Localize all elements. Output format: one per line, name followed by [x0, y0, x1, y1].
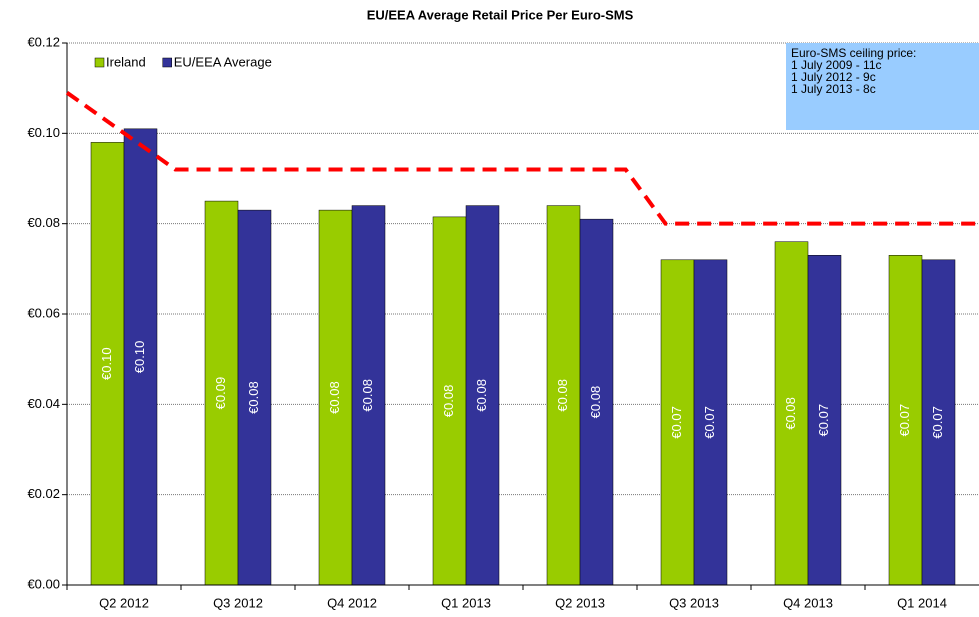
- bar: [237, 209, 272, 586]
- x-tick-label: Q1 2013: [441, 595, 491, 610]
- annotation-text: 1 July 2013 - 8c: [791, 82, 876, 96]
- annotation-text: 1 July 2009 - 11c: [791, 58, 882, 72]
- bar: [465, 205, 500, 586]
- x-tick-label: Q3 2012: [213, 595, 263, 610]
- value-label: €0.07: [669, 406, 684, 439]
- value-label: €0.10: [132, 341, 147, 374]
- value-label: €0.08: [246, 381, 261, 414]
- y-tick-label: €0.12: [27, 34, 60, 49]
- legend-swatch: [94, 57, 105, 68]
- bar: [123, 128, 158, 586]
- chart-title: EU/EEA Average Retail Price Per Euro-SMS: [367, 7, 634, 22]
- legend-label: Ireland: [106, 54, 146, 69]
- legend-label: EU/EEA Average: [174, 54, 272, 69]
- value-label: €0.08: [588, 386, 603, 419]
- x-tick-label: Q3 2013: [669, 595, 719, 610]
- value-label: €0.08: [360, 379, 375, 412]
- annotation-text: Euro-SMS ceiling price:: [791, 46, 916, 60]
- value-label: €0.07: [930, 406, 945, 439]
- value-label: €0.08: [555, 379, 570, 412]
- bar: [579, 218, 614, 586]
- bar: [693, 259, 728, 586]
- x-tick-label: Q1 2014: [897, 595, 947, 610]
- bar: [807, 255, 842, 586]
- x-tick-label: Q4 2012: [327, 595, 377, 610]
- value-label: €0.07: [897, 404, 912, 437]
- annotation-box: [786, 43, 979, 130]
- bar: [351, 205, 386, 586]
- value-label: €0.09: [213, 377, 228, 410]
- bar: [888, 255, 923, 586]
- value-label: €0.08: [783, 397, 798, 430]
- value-label: €0.08: [327, 381, 342, 414]
- bar: [546, 205, 581, 586]
- value-label: €0.07: [816, 404, 831, 437]
- bar: [432, 216, 467, 586]
- y-tick-label: €0.04: [27, 396, 60, 411]
- y-tick-label: €0.00: [27, 576, 60, 591]
- y-tick-label: €0.06: [27, 305, 60, 320]
- bar: [921, 259, 956, 586]
- x-tick-label: Q4 2013: [783, 595, 833, 610]
- y-tick-label: €0.08: [27, 215, 60, 230]
- value-label: €0.10: [99, 347, 114, 380]
- annotation-text: 1 July 2012 - 9c: [791, 70, 876, 84]
- value-label: €0.07: [702, 406, 717, 439]
- y-tick-label: €0.02: [27, 486, 60, 501]
- x-tick-label: Q2 2012: [99, 595, 149, 610]
- bar: [318, 209, 353, 586]
- ceiling-line: [65, 91, 979, 226]
- value-label: €0.08: [441, 385, 456, 418]
- legend-swatch: [162, 57, 172, 68]
- value-label: €0.08: [474, 379, 489, 412]
- x-tick-label: Q2 2013: [555, 595, 605, 610]
- y-tick-label: €0.10: [27, 125, 60, 140]
